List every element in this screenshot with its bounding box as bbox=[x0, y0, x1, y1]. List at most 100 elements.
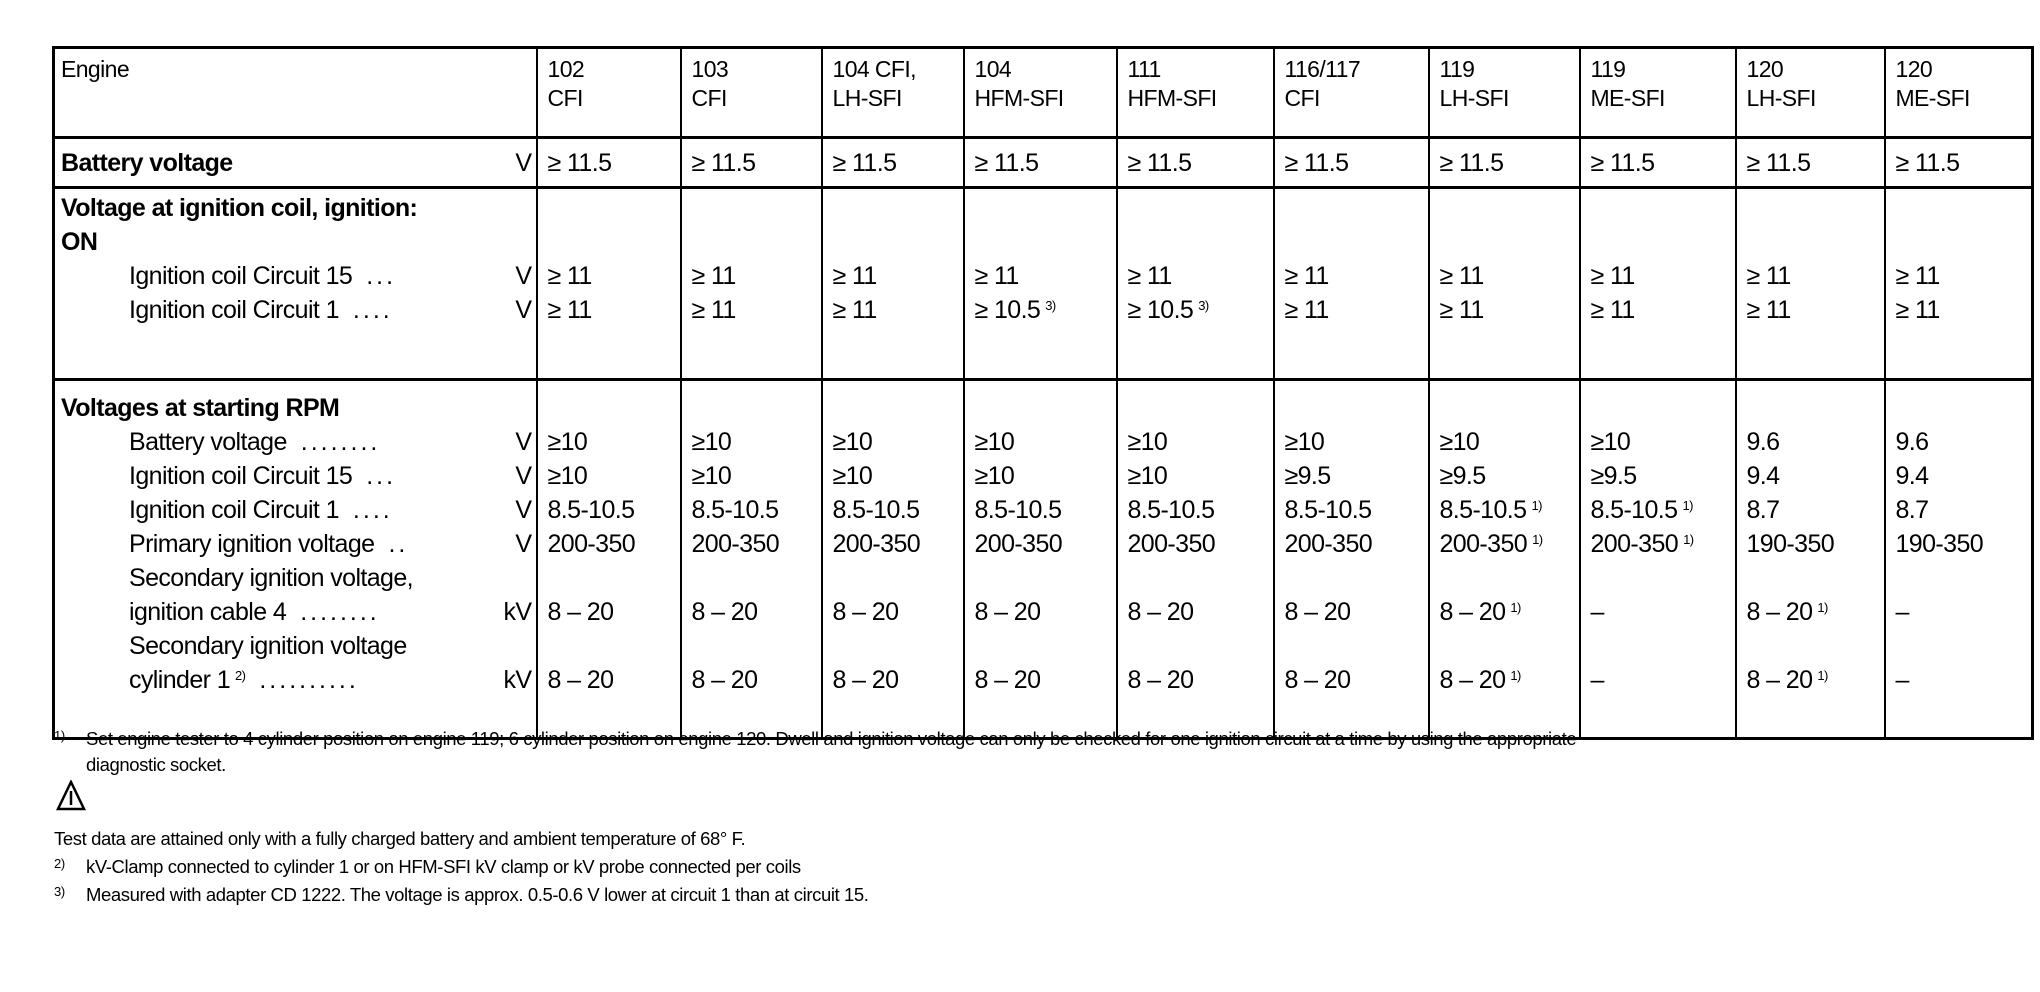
engine-number: 119 bbox=[1590, 56, 1626, 82]
empty-cell bbox=[1115, 225, 1274, 259]
value-cell: 200-350 1) bbox=[1427, 526, 1580, 561]
label-text: Secondary ignition voltage bbox=[61, 629, 407, 663]
empty-cell bbox=[1272, 696, 1429, 739]
value-cell: 8 – 20 bbox=[535, 662, 681, 697]
empty-cell bbox=[1883, 696, 2033, 739]
label-row: Ignition coil Circuit 15... V bbox=[61, 259, 536, 293]
value-text: ≥ 11 bbox=[1746, 262, 1792, 290]
value-text: 9.4 bbox=[1895, 461, 1930, 490]
label-line: Battery voltage bbox=[129, 427, 287, 456]
engine-type: ME-SFI bbox=[1895, 85, 1971, 111]
engine-type: LH-SFI bbox=[1439, 85, 1510, 111]
value-cell: 8.5-10.5 bbox=[679, 492, 822, 527]
engine-number: 119 bbox=[1439, 56, 1475, 82]
label-line: Ignition coil Circuit 1 bbox=[129, 495, 340, 524]
engine-type: HFM-SFI bbox=[974, 85, 1065, 111]
label-row: Ignition coil Circuit 15... V bbox=[61, 459, 536, 493]
row-label: Ignition coil Circuit 15... V bbox=[54, 459, 537, 493]
value-cell: 200-350 bbox=[820, 526, 964, 561]
section-title: Voltage at ignition coil, ignition: bbox=[53, 186, 537, 225]
row-label: Ignition coil Circuit 1.... V bbox=[54, 493, 537, 527]
empty-cell bbox=[1427, 327, 1580, 379]
value-cell: 8.5-10.5 bbox=[535, 492, 681, 527]
value-cell: – bbox=[1883, 594, 2033, 629]
value-text: ≥10 bbox=[1590, 427, 1631, 456]
empty-cell bbox=[1578, 327, 1736, 379]
label-line: Secondary ignition voltage bbox=[129, 631, 407, 660]
value-cell: – bbox=[1578, 594, 1736, 629]
value-text: – bbox=[1590, 665, 1605, 694]
value-cell: ≥ 11.5 bbox=[1734, 136, 1885, 188]
value-cell: ≥10 bbox=[535, 424, 681, 459]
value-text: ≥10 bbox=[1127, 461, 1168, 490]
value-cell: ≥9.5 bbox=[1427, 458, 1580, 493]
label-text: Ignition coil Circuit 1.... bbox=[61, 293, 393, 327]
value-text: 200-350 bbox=[547, 529, 636, 558]
empty-cell bbox=[535, 377, 681, 425]
value-cell bbox=[1427, 560, 1580, 595]
table-row: Ignition coil Circuit 1.... V 8.5-10.5 8.5-… bbox=[54, 492, 2033, 527]
value-text: ≥ 11 bbox=[832, 296, 878, 324]
value-cell: ≥ 11 bbox=[1883, 259, 2033, 293]
value-text: ≥ 11 bbox=[1284, 262, 1330, 290]
value-cell: ≥ 11 bbox=[535, 259, 681, 293]
empty-cell bbox=[1427, 377, 1580, 425]
label-text: Ignition coil Circuit 15... bbox=[61, 459, 396, 493]
table-row bbox=[54, 327, 2033, 379]
row-label: Ignition coil Circuit 1.... V bbox=[54, 293, 537, 327]
value-text: ≥10 bbox=[1439, 427, 1480, 456]
value-text: 200-350 bbox=[1590, 529, 1679, 558]
value-cell: 190-350 bbox=[1883, 526, 2033, 561]
engine-number: 102 bbox=[547, 56, 585, 82]
empty-cell bbox=[1883, 225, 2033, 259]
dot-leader: ... bbox=[366, 262, 397, 290]
value-cell: 8 – 20 bbox=[820, 594, 964, 629]
row-title: Battery voltage bbox=[61, 148, 233, 177]
value-cell: 9.6 bbox=[1883, 424, 2033, 459]
empty-cell bbox=[679, 327, 822, 379]
value-text: ≥10 bbox=[1284, 427, 1325, 456]
value-cell: ≥10 bbox=[962, 424, 1117, 459]
unit: V bbox=[515, 296, 532, 324]
value-cell: 8 – 20 bbox=[1272, 662, 1429, 697]
value-text: 8 – 20 bbox=[547, 665, 615, 694]
empty-cell bbox=[535, 225, 681, 259]
table-row: Ignition coil Circuit 15... V ≥ 11 ≥ 11 ≥ 11… bbox=[54, 259, 2033, 293]
value-text: 8 – 20 bbox=[547, 597, 615, 626]
label-line: Secondary ignition voltage, bbox=[129, 563, 414, 592]
label-text: Ignition coil Circuit 1.... bbox=[61, 493, 393, 527]
engine-column-header: 103 CFI bbox=[679, 46, 822, 138]
value-cell bbox=[1883, 560, 2033, 595]
empty-cell bbox=[535, 696, 681, 739]
value-text: ≥10 bbox=[832, 461, 873, 490]
unit: kV bbox=[503, 597, 533, 626]
value-text: 200-350 bbox=[1284, 529, 1373, 558]
value-cell: 8.5-10.5 1) bbox=[1427, 492, 1580, 527]
value-cell: 8.5-10.5 bbox=[1272, 492, 1429, 527]
battery-voltage-label: Battery voltage V bbox=[53, 136, 537, 188]
value-cell: 8.7 bbox=[1883, 492, 2033, 527]
table-row: ON bbox=[54, 225, 2033, 259]
table-row: Battery voltage V ≥ 11.5 ≥ 11.5 ≥ 11.5 ≥ 11.5… bbox=[53, 136, 2033, 188]
footnote-ref: 1) bbox=[1532, 531, 1543, 547]
engine-number: 104 bbox=[974, 56, 1012, 82]
empty-cell bbox=[679, 377, 822, 425]
empty-cell bbox=[1272, 377, 1429, 425]
engine-type: CFI bbox=[691, 85, 728, 111]
value-text: ≥ 11 bbox=[974, 262, 1020, 290]
value-cell: – bbox=[1578, 662, 1736, 697]
value-cell bbox=[820, 628, 964, 663]
value-text: 8.5-10.5 bbox=[691, 495, 780, 524]
empty-cell bbox=[1115, 696, 1274, 739]
value-cell: ≥ 11 bbox=[1734, 259, 1885, 293]
empty-cell bbox=[1734, 327, 1885, 379]
section-title: Voltages at starting RPM bbox=[53, 377, 537, 425]
engine-type: CFI bbox=[1284, 85, 1321, 111]
value-cell: 8 – 20 bbox=[535, 594, 681, 629]
engine-number: 104 CFI, bbox=[832, 56, 917, 82]
value-text: ≥ 11 bbox=[832, 262, 878, 290]
empty-cell bbox=[1115, 377, 1274, 425]
value-text: 190-350 bbox=[1746, 529, 1835, 558]
empty-cell bbox=[535, 327, 681, 379]
value-cell: ≥ 11 bbox=[1578, 259, 1736, 293]
